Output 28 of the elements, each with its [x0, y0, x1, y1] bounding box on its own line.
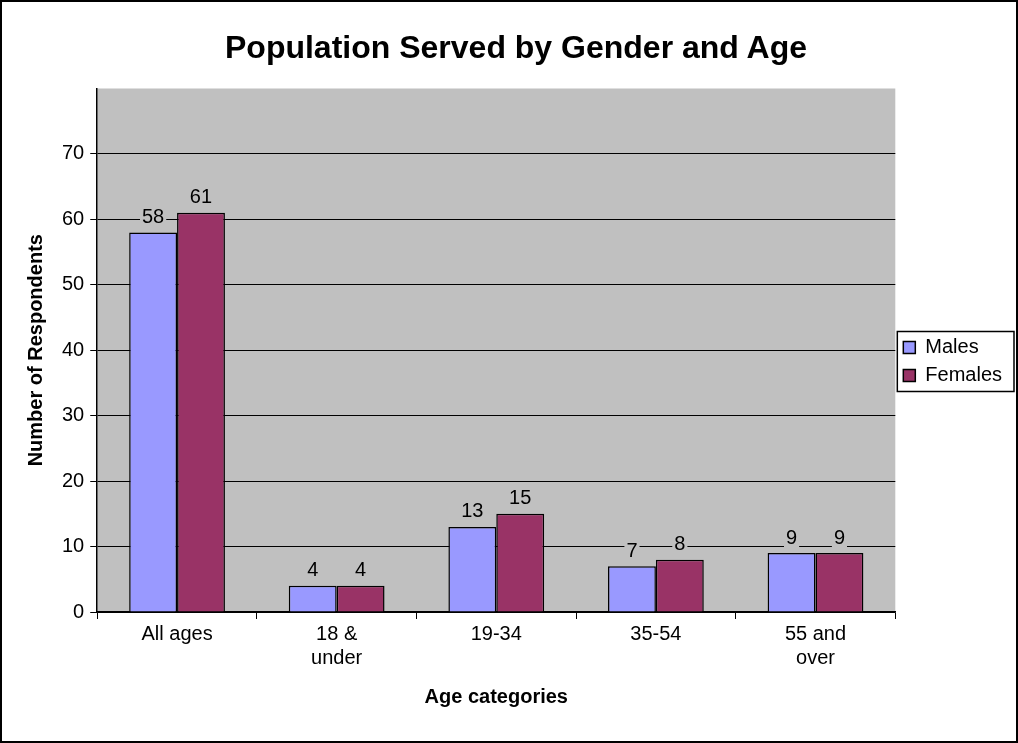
data-label: 9	[786, 525, 798, 548]
y-tick-label: 0	[73, 599, 85, 622]
y-tick-label: 10	[62, 534, 85, 557]
x-tick-label: 55 and over	[784, 621, 847, 668]
data-label: 4	[307, 558, 319, 581]
legend-label: Females	[925, 363, 1003, 386]
chart-title: Population Served by Gender and Age	[224, 29, 808, 66]
data-label: 4	[355, 558, 367, 581]
y-tick-label: 60	[62, 206, 85, 229]
data-label: 15	[509, 486, 532, 509]
y-tick-label: 30	[62, 403, 85, 426]
y-tick-label: 50	[62, 272, 85, 295]
y-tick-label: 20	[62, 468, 85, 491]
x-axis-title: Age categories	[424, 684, 568, 707]
data-label: 58	[141, 204, 165, 227]
data-label: 61	[189, 185, 213, 208]
legend-label: Males	[925, 335, 979, 358]
data-label: 13	[461, 499, 484, 522]
x-tick-label: 35-54	[630, 621, 682, 644]
y-tick-label: 40	[62, 337, 85, 360]
x-tick-label: 19-34	[470, 621, 522, 644]
data-label: 8	[674, 532, 686, 555]
data-label: 7	[626, 538, 638, 561]
data-label: 9	[833, 525, 846, 548]
x-tick-label: All ages	[141, 621, 213, 644]
y-axis-title: Number of Respondents	[23, 234, 46, 467]
y-tick-label: 70	[62, 141, 85, 164]
x-tick-label: 18 & under	[311, 621, 363, 668]
